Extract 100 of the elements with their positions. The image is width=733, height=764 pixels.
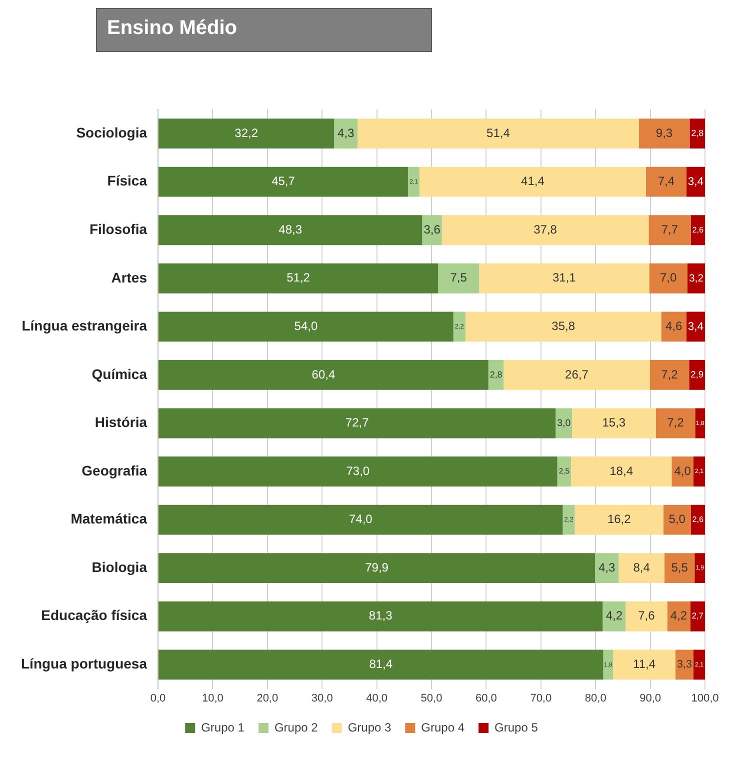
bar <box>556 408 572 438</box>
data-label: 5,0 <box>668 512 686 526</box>
bar <box>158 215 422 246</box>
bar <box>158 166 408 197</box>
bar <box>158 360 488 390</box>
x-tick-label: 10,0 <box>202 692 224 704</box>
data-label: 16,2 <box>607 512 632 526</box>
data-label: 7,0 <box>660 270 678 285</box>
bar <box>694 456 705 486</box>
bar <box>442 215 649 246</box>
bar <box>664 553 695 584</box>
data-label: 37,8 <box>534 222 558 236</box>
bar <box>562 504 575 535</box>
bar <box>613 650 676 680</box>
bar <box>479 263 650 294</box>
data-label: 3,0 <box>557 418 571 429</box>
legend-label: Grupo 3 <box>348 720 392 734</box>
x-tick-label: 90,0 <box>640 692 662 704</box>
bar <box>504 360 650 390</box>
data-label: 73,0 <box>346 464 370 478</box>
y-tick-label: Língua estrangeira <box>22 318 148 334</box>
bar <box>158 650 604 680</box>
data-label: 2,7 <box>692 610 704 621</box>
data-label: 3,3 <box>676 658 692 671</box>
data-label: 4,0 <box>674 464 692 478</box>
data-label: 2,8 <box>691 128 704 138</box>
legend-label: Grupo 5 <box>494 720 538 734</box>
data-label: 54,0 <box>294 318 318 333</box>
bar <box>158 504 563 535</box>
data-label: 4,3 <box>598 560 616 574</box>
data-label: 51,2 <box>286 270 310 285</box>
bar <box>672 456 694 486</box>
y-tick-label: Filosofia <box>89 220 148 237</box>
data-label: 7,2 <box>661 367 678 382</box>
data-label: 81,4 <box>369 656 393 671</box>
y-tick-label: Geografia <box>82 462 148 478</box>
x-tick-label: 0,0 <box>150 692 166 704</box>
bar <box>158 601 603 632</box>
data-label: 72,7 <box>345 416 370 430</box>
data-label: 3,2 <box>689 273 704 284</box>
data-label: 4,2 <box>670 608 688 623</box>
bar <box>419 166 646 197</box>
data-label: 79,9 <box>365 560 389 574</box>
data-label: 2,9 <box>690 370 704 380</box>
data-label: 18,4 <box>610 464 634 478</box>
data-label: 7,4 <box>658 174 675 188</box>
bar <box>649 263 688 294</box>
legend-label: Grupo 1 <box>201 720 245 734</box>
data-label: 3,6 <box>424 222 441 236</box>
data-label: 2,6 <box>692 515 704 524</box>
bar <box>453 312 466 342</box>
legend-label: Grupo 2 <box>274 720 318 734</box>
data-label: 4,6 <box>665 318 682 333</box>
data-label: 41,4 <box>521 174 545 188</box>
data-label: 74,0 <box>348 512 373 526</box>
bar <box>646 166 686 197</box>
x-tick-label: 80,0 <box>584 692 606 704</box>
bar <box>465 312 662 342</box>
bar <box>158 456 558 486</box>
data-label: 45,7 <box>272 174 296 188</box>
data-label: 35,8 <box>552 318 576 333</box>
y-tick-label: Língua portuguesa <box>21 656 148 672</box>
data-label: 7,7 <box>661 222 678 236</box>
bar <box>650 360 690 390</box>
data-label: 32,2 <box>234 126 258 140</box>
bar <box>158 553 596 584</box>
bar <box>661 312 686 342</box>
data-label: 60,4 <box>312 367 336 382</box>
data-label: 9,3 <box>656 126 673 140</box>
bar <box>158 118 334 149</box>
data-label: 15,3 <box>602 416 626 430</box>
bar <box>158 312 454 342</box>
y-tick-label: Biologia <box>92 558 148 575</box>
x-tick-label: 70,0 <box>530 692 552 704</box>
legend-label: Grupo 4 <box>421 720 465 734</box>
bar <box>690 601 705 632</box>
data-label: 4,3 <box>338 126 355 140</box>
bar <box>667 601 690 632</box>
x-tick-label: 40,0 <box>366 692 388 704</box>
x-tick-label: 60,0 <box>475 692 497 704</box>
bar <box>557 456 571 486</box>
data-label: 4,2 <box>606 608 623 623</box>
data-label: 2,6 <box>692 225 704 234</box>
bar <box>690 504 705 535</box>
bar <box>686 312 705 342</box>
y-tick-label: Física <box>107 172 148 189</box>
bar <box>690 215 705 246</box>
bar <box>689 360 705 390</box>
data-label: 8,4 <box>633 560 650 574</box>
data-label: 7,2 <box>667 416 684 430</box>
bar <box>572 408 656 438</box>
x-tick-label: 50,0 <box>420 692 442 704</box>
y-tick-label: Sociologia <box>76 124 148 140</box>
y-tick-label: Matemática <box>70 510 148 527</box>
bar <box>690 118 705 149</box>
bar <box>408 166 420 197</box>
bar <box>574 504 664 535</box>
bar <box>438 263 480 294</box>
bar <box>686 166 705 197</box>
data-label: 7,5 <box>450 270 468 285</box>
